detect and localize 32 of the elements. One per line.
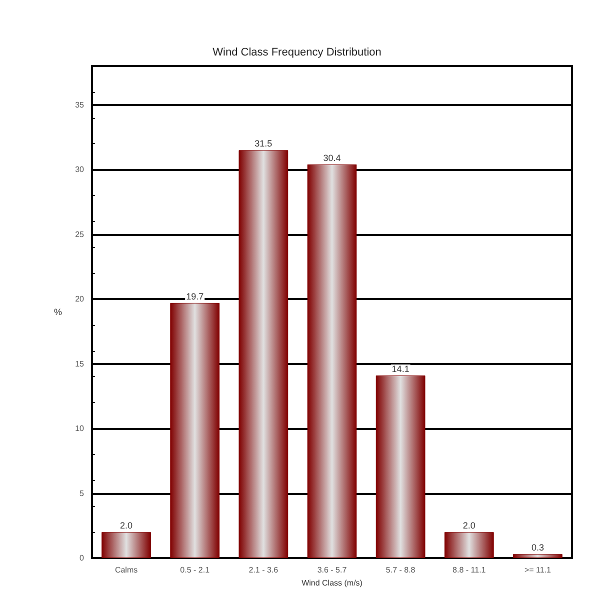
bar — [102, 532, 151, 558]
x-tick-label: 5.7 - 8.8 — [386, 566, 416, 574]
y-tick-label: 20 — [75, 294, 85, 304]
y-tick-label: 15 — [75, 359, 85, 368]
y-tick-label: 0 — [80, 554, 85, 562]
data-label: 30.4 — [323, 152, 341, 163]
y-tick-label: 30 — [75, 165, 85, 174]
x-tick-label: 0.5 - 2.1 — [180, 566, 210, 574]
data-label: 31.5 — [254, 138, 272, 149]
data-label: 2.0 — [120, 520, 133, 531]
bar — [444, 532, 494, 558]
x-axis-title: Wind Class (m/s) — [302, 578, 363, 588]
data-label: 2.0 — [462, 520, 476, 531]
bar — [170, 302, 220, 558]
bar — [307, 164, 357, 558]
y-tick-label: 25 — [75, 230, 85, 239]
y-tick-label: 10 — [75, 424, 85, 434]
chart-title: Wind Class Frequency Distribution — [212, 46, 382, 58]
data-label: 19.7 — [186, 291, 204, 302]
data-label: 14.1 — [392, 364, 410, 374]
bar — [238, 150, 288, 558]
y-axis-title: % — [54, 307, 62, 317]
x-tick-label: 8.8 - 11.1 — [452, 566, 486, 574]
x-tick-label: Calms — [114, 566, 138, 574]
data-label: 0.3 — [531, 542, 544, 553]
x-tick-label: 3.6 - 5.7 — [317, 566, 348, 574]
y-tick-label: 35 — [75, 100, 85, 110]
bar — [513, 554, 562, 558]
x-tick-label: 2.1 - 3.6 — [248, 566, 279, 574]
bar — [376, 375, 426, 558]
y-tick-label: 5 — [80, 488, 85, 498]
x-tick-label: >= 11.1 — [524, 566, 552, 574]
